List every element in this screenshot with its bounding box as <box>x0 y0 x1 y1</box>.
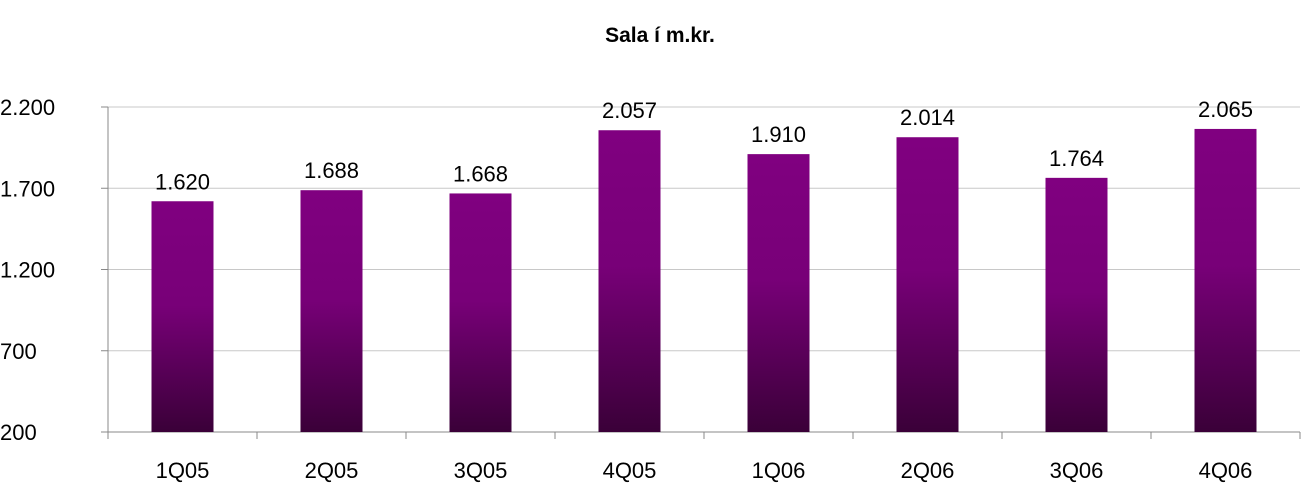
data-label: 2.057 <box>602 98 657 123</box>
x-tick-label: 2Q05 <box>305 458 359 483</box>
y-tick-label: 700 <box>0 339 37 364</box>
bar <box>449 193 512 432</box>
bar <box>300 190 363 432</box>
y-tick-label: 1.700 <box>0 176 55 201</box>
data-label: 2.065 <box>1198 97 1253 122</box>
bar <box>151 201 214 432</box>
y-tick-label: 200 <box>0 420 37 445</box>
x-tick-label: 4Q06 <box>1199 458 1253 483</box>
data-label: 1.688 <box>304 158 359 183</box>
x-tick-label: 1Q06 <box>752 458 806 483</box>
x-tick-label: 4Q05 <box>603 458 657 483</box>
bar <box>598 130 661 433</box>
data-labels: 1.620 1.688 1.668 2.057 1.910 2.014 1.764 2.065 <box>155 97 1253 194</box>
x-tick-label: 1Q05 <box>156 458 210 483</box>
x-tick-label: 2Q06 <box>901 458 955 483</box>
bar <box>1045 177 1108 432</box>
y-axis-tick-labels: 200 700 1.200 1.700 2.200 <box>0 95 55 445</box>
x-axis-tick-labels: 1Q05 2Q05 3Q05 4Q05 1Q06 2Q06 3Q06 4Q06 <box>156 458 1253 483</box>
gridlines <box>101 106 1300 433</box>
x-tick-label: 3Q05 <box>454 458 508 483</box>
bar <box>896 137 959 432</box>
axes <box>107 107 1301 439</box>
data-label: 1.668 <box>453 161 508 186</box>
chart-title: Sala í m.kr. <box>605 24 715 47</box>
data-label: 2.014 <box>900 105 955 130</box>
y-tick-label: 2.200 <box>0 95 55 120</box>
y-tick-label: 1.200 <box>0 258 55 283</box>
x-tick-label: 3Q06 <box>1050 458 1104 483</box>
bars <box>151 128 1257 433</box>
bar <box>1194 128 1257 432</box>
data-label: 1.910 <box>751 122 806 147</box>
bar <box>747 154 810 432</box>
data-label: 1.764 <box>1049 146 1104 171</box>
data-label: 1.620 <box>155 169 210 194</box>
